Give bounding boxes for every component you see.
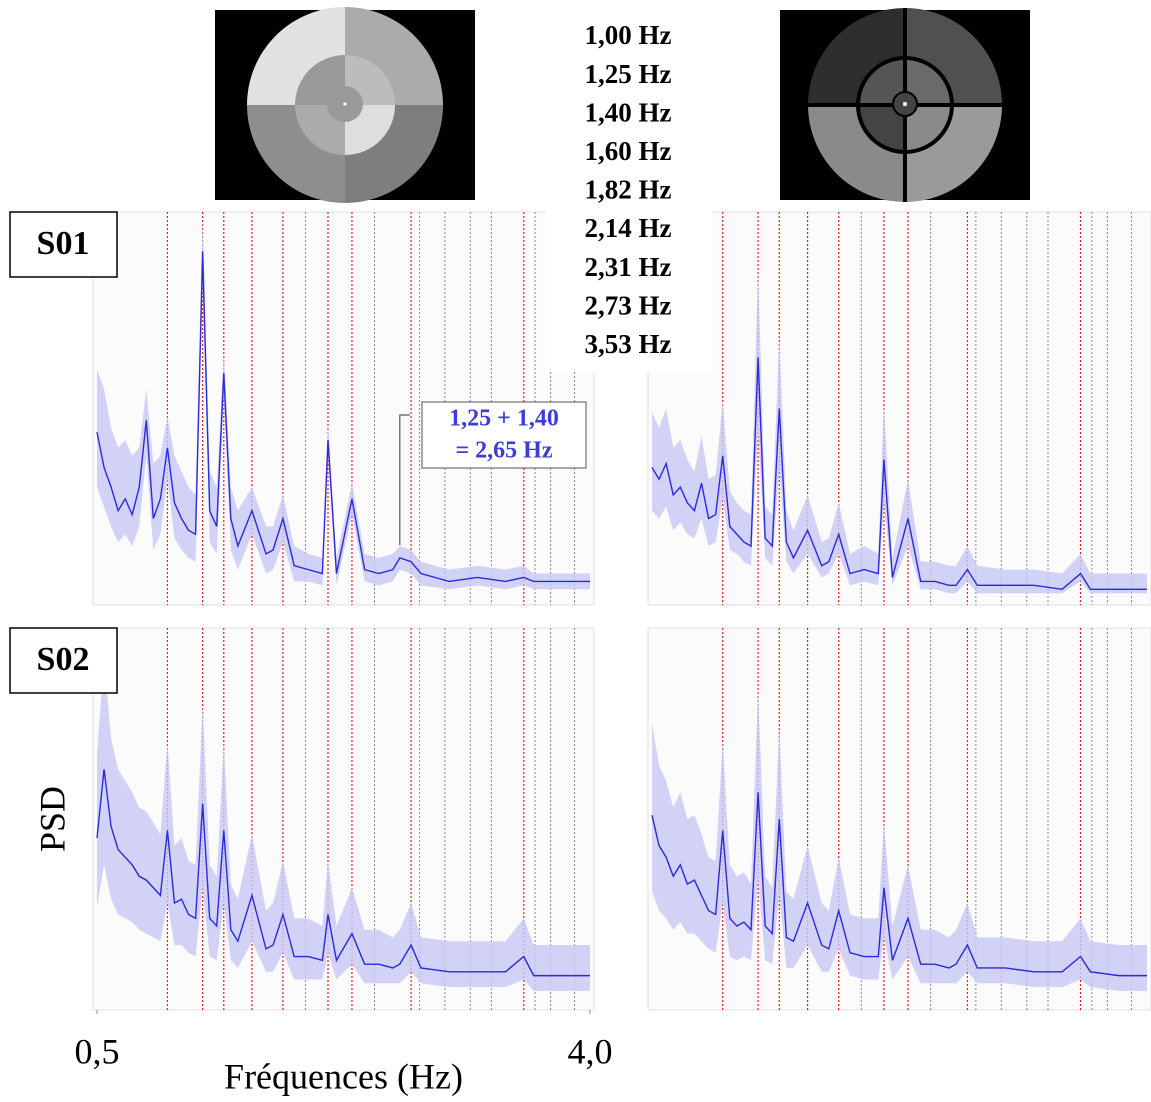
overlay: 1,25 + 1,40 = 2,65 Hz 1,00 Hz 1,25 Hz 1,40 H… (399, 10, 712, 545)
annotation-box (421, 401, 587, 469)
psd-line (96, 251, 590, 583)
frequency-label: 2,14 Hz (585, 213, 672, 243)
frequency-label: 1,00 Hz (585, 20, 672, 50)
subject-box (9, 211, 118, 278)
frequency-label: 2,31 Hz (585, 252, 672, 282)
stimulus-left (215, 7, 475, 203)
psd-line (96, 769, 590, 977)
panel (647, 211, 1151, 606)
x-tick-label: 0,5 (75, 1031, 120, 1071)
frequency-label: 2,73 Hz (585, 290, 672, 320)
subject-label: S02 (37, 641, 90, 678)
frequency-label: 1,82 Hz (585, 175, 672, 205)
psd-line (651, 792, 1147, 977)
panel (647, 627, 1151, 1011)
psd-line (651, 357, 1147, 591)
y-axis-label: PSD (32, 786, 72, 852)
annotation-text: 1,25 + 1,40 (449, 406, 559, 432)
confidence-band (652, 689, 1147, 991)
frequency-label: 3,53 Hz (585, 329, 672, 359)
frequency-label: 1,40 Hz (585, 97, 672, 127)
stimulus-right (780, 8, 1030, 202)
x-tick-label: 4,0 (568, 1031, 613, 1071)
confidence-band (652, 270, 1147, 594)
panel: 0,5 4,0 Fréquences (Hz) PSD S02 (9, 627, 613, 1096)
frequency-label: 1,60 Hz (585, 136, 672, 166)
annotation-text: = 2,65 Hz (456, 438, 553, 464)
frequency-label: 1,25 Hz (585, 59, 672, 89)
confidence-band (97, 658, 590, 991)
x-axis-label: Fréquences (Hz) (224, 1056, 463, 1096)
annotation-bracket (399, 414, 410, 545)
subject-box (9, 627, 118, 694)
subject-label: S01 (37, 225, 90, 262)
